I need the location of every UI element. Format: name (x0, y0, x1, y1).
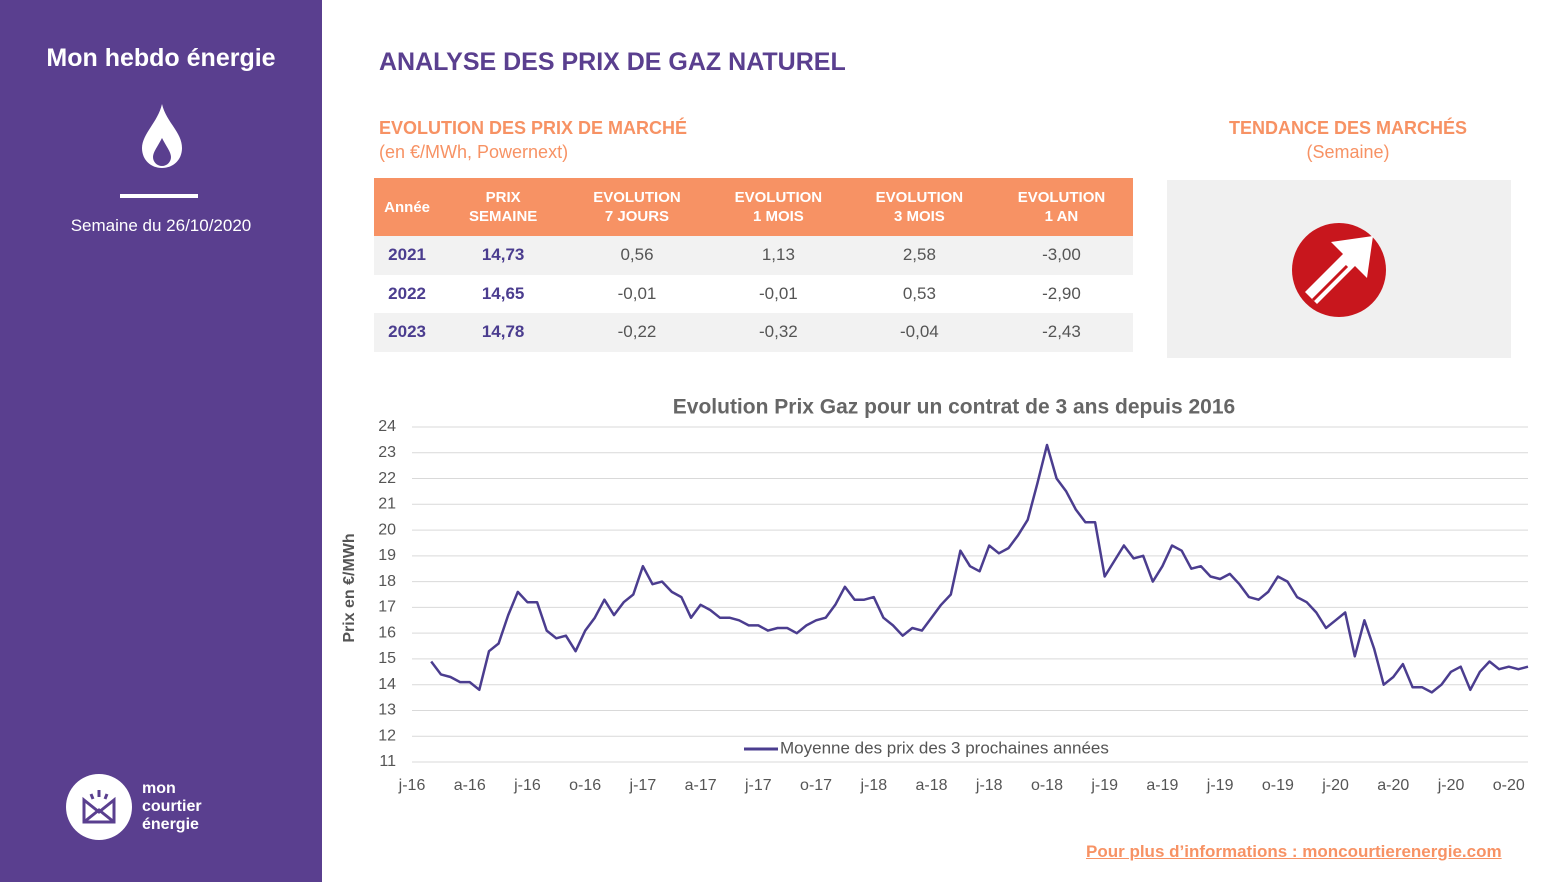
chart-title: Evolution Prix Gaz pour un contrat de 3 … (673, 396, 1235, 419)
trend-subtitle: (Semaine) (1306, 142, 1390, 162)
series-line (430, 443, 1529, 694)
y-axis-label: Prix en €/MWh (341, 533, 358, 642)
table-row: 2021 14,73 0,56 1,13 2,58 -3,00 (374, 236, 1133, 275)
logo-icon (66, 774, 132, 840)
table-cell: 1,13 (707, 236, 849, 275)
table-cell: -0,01 (617, 283, 657, 303)
header-row: Année PRIX SEMAINE EVOLUTION 7 JOURS EVOLUT… (374, 178, 1133, 236)
x-tick-label: o-19 (1262, 777, 1294, 794)
page-title: ANALYSE DES PRIX DE GAZ NATUREL (379, 48, 846, 76)
x-tick-label: a-19 (1146, 777, 1178, 794)
table-title: EVOLUTION DES PRIX DE MARCHÉ (379, 118, 688, 138)
x-tick-label: j-16 (513, 777, 541, 794)
trend-box (1167, 180, 1511, 358)
x-tick-label: a-20 (1377, 777, 1409, 794)
table-cell: 2022 (388, 283, 426, 303)
x-tick-label: a-17 (685, 777, 717, 794)
logo-line: mon (142, 780, 176, 797)
header-cell: EVOLUTION 1 AN (989, 178, 1133, 236)
table-cell: -0,22 (566, 313, 708, 352)
x-tick-label: j-19 (1090, 777, 1118, 794)
x-tick-label: o-17 (800, 777, 832, 794)
y-tick-label: 16 (378, 624, 396, 641)
trend-icon (1292, 223, 1386, 317)
y-tick-label: 19 (378, 547, 396, 564)
trend-title: TENDANCE DES MARCHÉS (1228, 118, 1468, 138)
table-cell: 14,78 (440, 313, 567, 352)
header-cell: EVOLUTION 1 MOIS (707, 178, 849, 236)
divider (120, 194, 198, 198)
y-tick-label: 14 (378, 676, 396, 693)
logo-line: courtier (142, 798, 202, 815)
sidebar-title: Mon hebdo énergie (46, 44, 276, 72)
x-tick-label: a-18 (916, 777, 948, 794)
y-tick-label: 18 (378, 573, 396, 590)
y-tick-label: 23 (378, 444, 396, 461)
y-tick-label: 17 (378, 599, 396, 616)
x-tick-label: j-18 (975, 777, 1003, 794)
table-cell: 14,65 (481, 283, 525, 303)
x-tick-label: j-18 (859, 777, 887, 794)
table-body: 2021 14,73 0,56 1,13 2,58 -3,00 2022 14,65 -0,01… (374, 236, 1133, 352)
y-tick-label: 24 (378, 418, 396, 435)
header-cell: Année (374, 178, 441, 236)
logo-text: mon courtier énergie (142, 780, 202, 834)
flame-icon (142, 104, 182, 168)
x-tick-label: j-19 (1206, 777, 1234, 794)
x-tick-label: a-16 (454, 777, 486, 794)
table-cell: -2,43 (989, 313, 1133, 352)
x-tick-label: j-17 (629, 777, 657, 794)
y-tick-label: 21 (378, 496, 396, 513)
table-cell: -0,01 (759, 283, 798, 303)
x-tick-label: o-16 (569, 777, 601, 794)
sidebar: Mon hebdo énergie Semaine du 26/10/2020 … (0, 0, 322, 882)
table-cell: -0,32 (707, 313, 849, 352)
header-cell: PRIX SEMAINE (440, 178, 567, 236)
table-cell: 2,58 (848, 236, 990, 275)
header-cell: EVOLUTION 3 MOIS (848, 178, 990, 236)
x-tick-label: j-17 (744, 777, 772, 794)
x-tick-label: o-18 (1031, 777, 1063, 794)
sidebar-week: Semaine du 26/10/2020 (70, 216, 252, 235)
y-tick-label: 11 (379, 753, 396, 770)
table-cell: -0,04 (848, 313, 990, 352)
logo-line: énergie (142, 816, 199, 833)
header-cell: EVOLUTION 7 JOURS (566, 178, 708, 236)
y-tick-label: 12 (378, 727, 396, 744)
x-tick-label: j-16 (398, 777, 426, 794)
x-tick-label: j-20 (1437, 777, 1465, 794)
price-table: Année PRIX SEMAINE EVOLUTION 7 JOURS EVOLUT… (374, 178, 1133, 352)
table-cell: 0,53 (902, 283, 936, 303)
table-subtitle: (en €/MWh, Powernext) (379, 142, 569, 162)
table-cell: 0,56 (566, 236, 708, 275)
info-link[interactable]: Pour plus d’informations : moncourtieren… (1086, 842, 1502, 861)
table-cell: -2,90 (1042, 283, 1081, 303)
y-tick-label: 22 (378, 470, 396, 487)
y-tick-label: 15 (378, 650, 396, 667)
legend-label: Moyenne des prix des 3 prochaines années (780, 738, 1109, 757)
y-tick-label: 13 (378, 702, 396, 719)
table-cell: 14,73 (440, 236, 567, 275)
x-tick-label: j-20 (1321, 777, 1349, 794)
table-cell: 2023 (374, 313, 441, 352)
table-row: 2023 14,78 -0,22 -0,32 -0,04 -2,43 (374, 313, 1133, 352)
table-cell: 2021 (374, 236, 441, 275)
x-tick-label: o-20 (1493, 777, 1525, 794)
table-row: 2022 14,65 -0,01 -0,01 0,53 -2,90 (374, 275, 1133, 314)
table-cell: -3,00 (989, 236, 1133, 275)
y-tick-label: 20 (378, 521, 396, 538)
